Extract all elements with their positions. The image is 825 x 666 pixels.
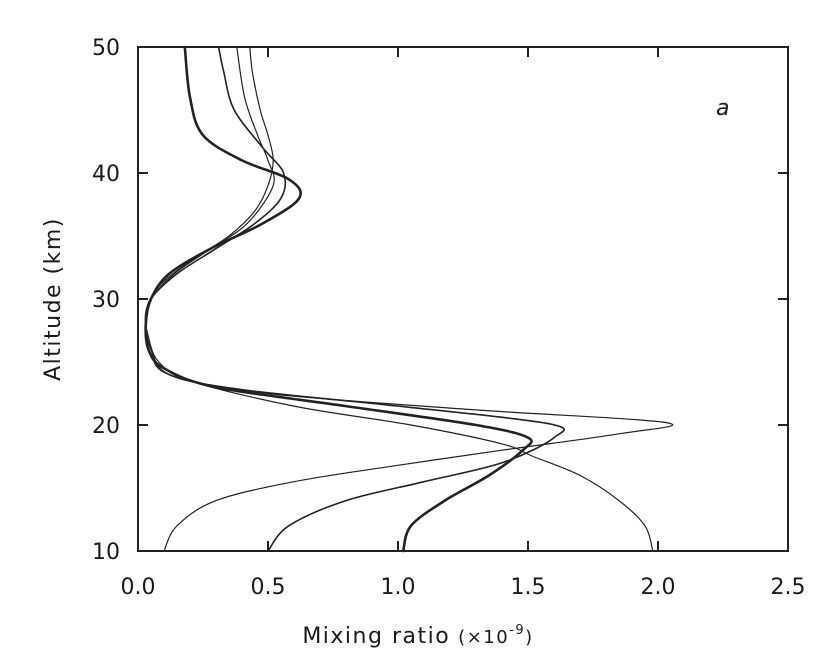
y-tick-label: 20 — [92, 414, 120, 439]
y-tick-label: 50 — [92, 36, 120, 61]
x-tick-label: 2.0 — [641, 575, 676, 600]
x-tick-label: 1.5 — [511, 575, 546, 600]
ticks-layer: 0.0 0.5 1.0 1.5 2.0 2.5 10 20 30 40 50 — [92, 36, 806, 600]
x-axis-title-main: Mixing ratio — [302, 624, 450, 649]
x-tick-label: 1.0 — [381, 575, 416, 600]
series-line-1 — [145, 46, 674, 552]
series-layer — [144, 45, 674, 553]
x-axis-title-unit-suffix: ) — [525, 627, 534, 648]
y-tick-label: 30 — [92, 288, 120, 313]
panel-label: a — [716, 96, 729, 121]
y-tick-label: 40 — [92, 162, 120, 187]
series-line-2 — [145, 46, 565, 552]
x-tick-label: 0.5 — [251, 575, 286, 600]
series-line-4 — [144, 46, 654, 552]
x-axis-title-unit-prefix: (×10 — [458, 627, 509, 648]
series-line-3 — [144, 45, 533, 553]
y-tick-label: 10 — [92, 540, 120, 565]
x-tick-label: 2.5 — [771, 575, 806, 600]
y-axis-title: Altitude (km) — [41, 217, 66, 381]
x-axis-title-unit-exp: -9 — [509, 623, 525, 638]
x-tick-label: 0.0 — [121, 575, 156, 600]
plot-frame — [137, 46, 789, 552]
x-axis-title: Mixing ratio (×10-9) — [302, 623, 533, 649]
